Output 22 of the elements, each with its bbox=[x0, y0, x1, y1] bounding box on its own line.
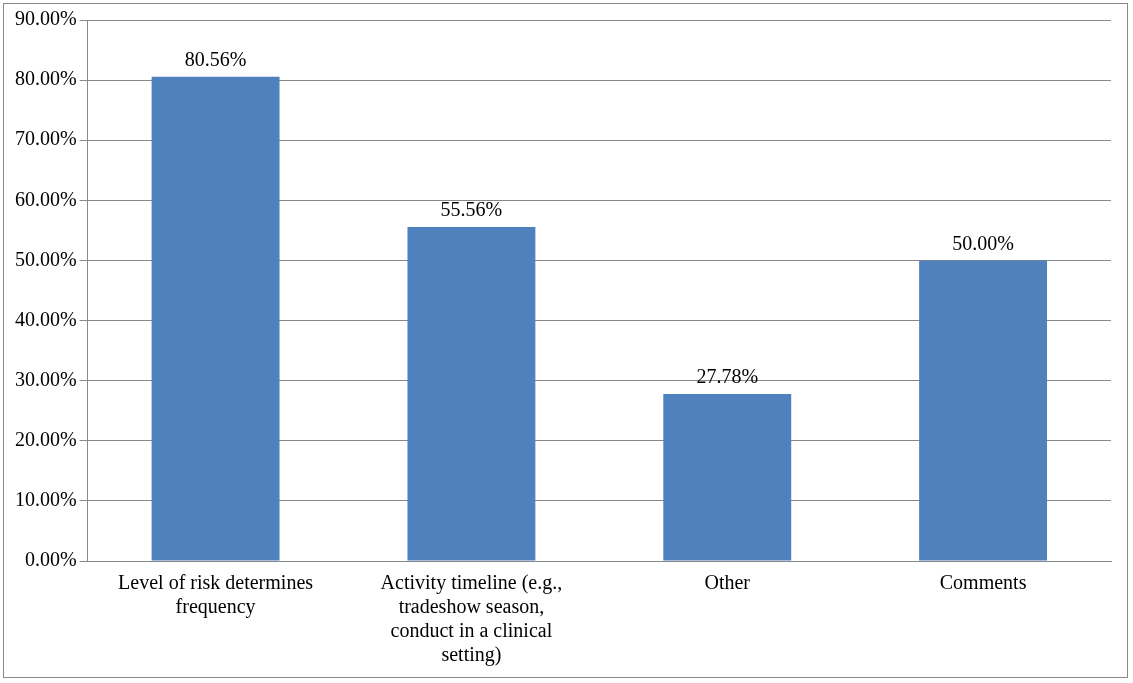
y-tick-label: 90.00% bbox=[14, 7, 77, 30]
x-tick-label: Other bbox=[704, 571, 751, 594]
bar bbox=[919, 260, 1048, 561]
bar bbox=[151, 76, 280, 561]
y-tick-label: 60.00% bbox=[14, 187, 77, 210]
y-tick-label: 70.00% bbox=[14, 127, 77, 150]
x-tick-label: Comments bbox=[939, 571, 1027, 594]
y-tick-label: 0.00% bbox=[24, 548, 77, 571]
data-label: 55.56% bbox=[440, 198, 503, 221]
data-label: 80.56% bbox=[184, 47, 247, 70]
y-tick-label: 50.00% bbox=[14, 247, 77, 270]
x-tick-label: Activity timeline (e.g., tradeshow season, conduct in a clinical setting) bbox=[380, 571, 563, 667]
y-tick-label: 30.00% bbox=[14, 367, 77, 390]
y-tick-label: 20.00% bbox=[14, 428, 77, 451]
data-label: 27.78% bbox=[696, 365, 759, 388]
y-tick-label: 10.00% bbox=[14, 488, 77, 511]
bar bbox=[663, 394, 792, 561]
data-label: 50.00% bbox=[952, 231, 1014, 254]
x-tick-label: Level of risk determines frequency bbox=[118, 571, 314, 619]
bar bbox=[407, 227, 536, 561]
y-tick-label: 80.00% bbox=[14, 67, 77, 90]
y-tick-label: 40.00% bbox=[14, 307, 77, 330]
